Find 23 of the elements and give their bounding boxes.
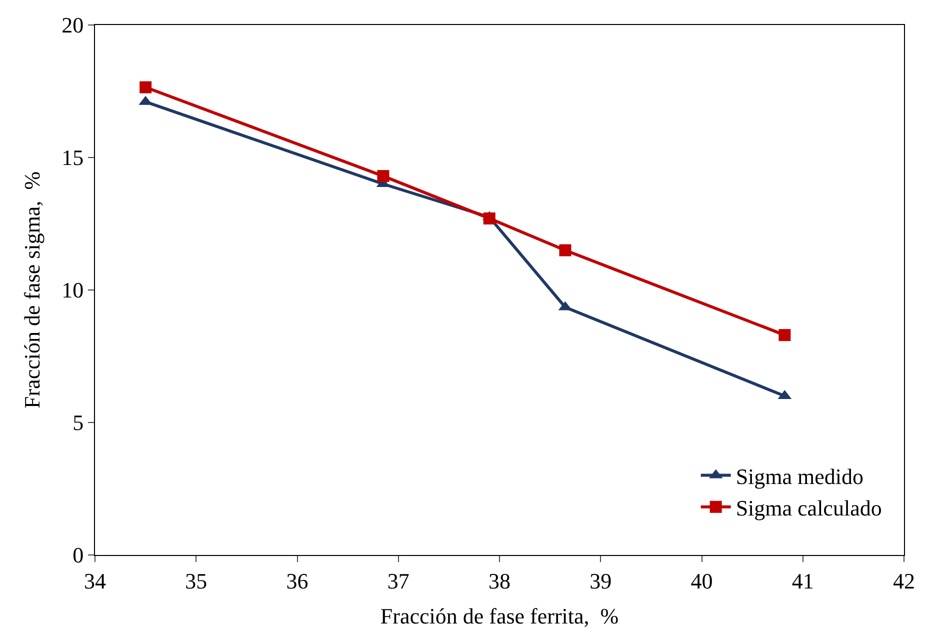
- x-tick-label: 40: [690, 568, 713, 594]
- legend-label: Sigma calculado: [736, 495, 882, 520]
- x-tick-label: 36: [286, 568, 308, 594]
- y-tick-label: 15: [62, 145, 84, 170]
- x-tick-label: 42: [893, 568, 915, 594]
- y-tick-label: 10: [62, 278, 84, 303]
- x-tick-label: 38: [488, 568, 510, 594]
- y-tick-label: 5: [72, 410, 84, 436]
- point: [483, 212, 496, 224]
- point: [559, 244, 572, 256]
- point: [140, 81, 152, 94]
- y-tick-label: 20: [62, 12, 84, 38]
- x-tick-label: 41: [792, 568, 814, 594]
- point: [377, 170, 390, 182]
- y-axis-title: Fracción de fase sigma, %: [19, 171, 44, 409]
- y-tick-label: 0: [72, 542, 84, 568]
- x-tick-label: 35: [185, 568, 208, 594]
- point: [778, 329, 791, 342]
- x-tick-label: 39: [590, 568, 612, 594]
- x-tick-label: 34: [84, 568, 106, 594]
- x-tick-label: 37: [387, 568, 410, 594]
- x-axis-title: Fracción de fase ferrita, %: [380, 603, 619, 628]
- legend-label: Sigma medido: [736, 464, 864, 489]
